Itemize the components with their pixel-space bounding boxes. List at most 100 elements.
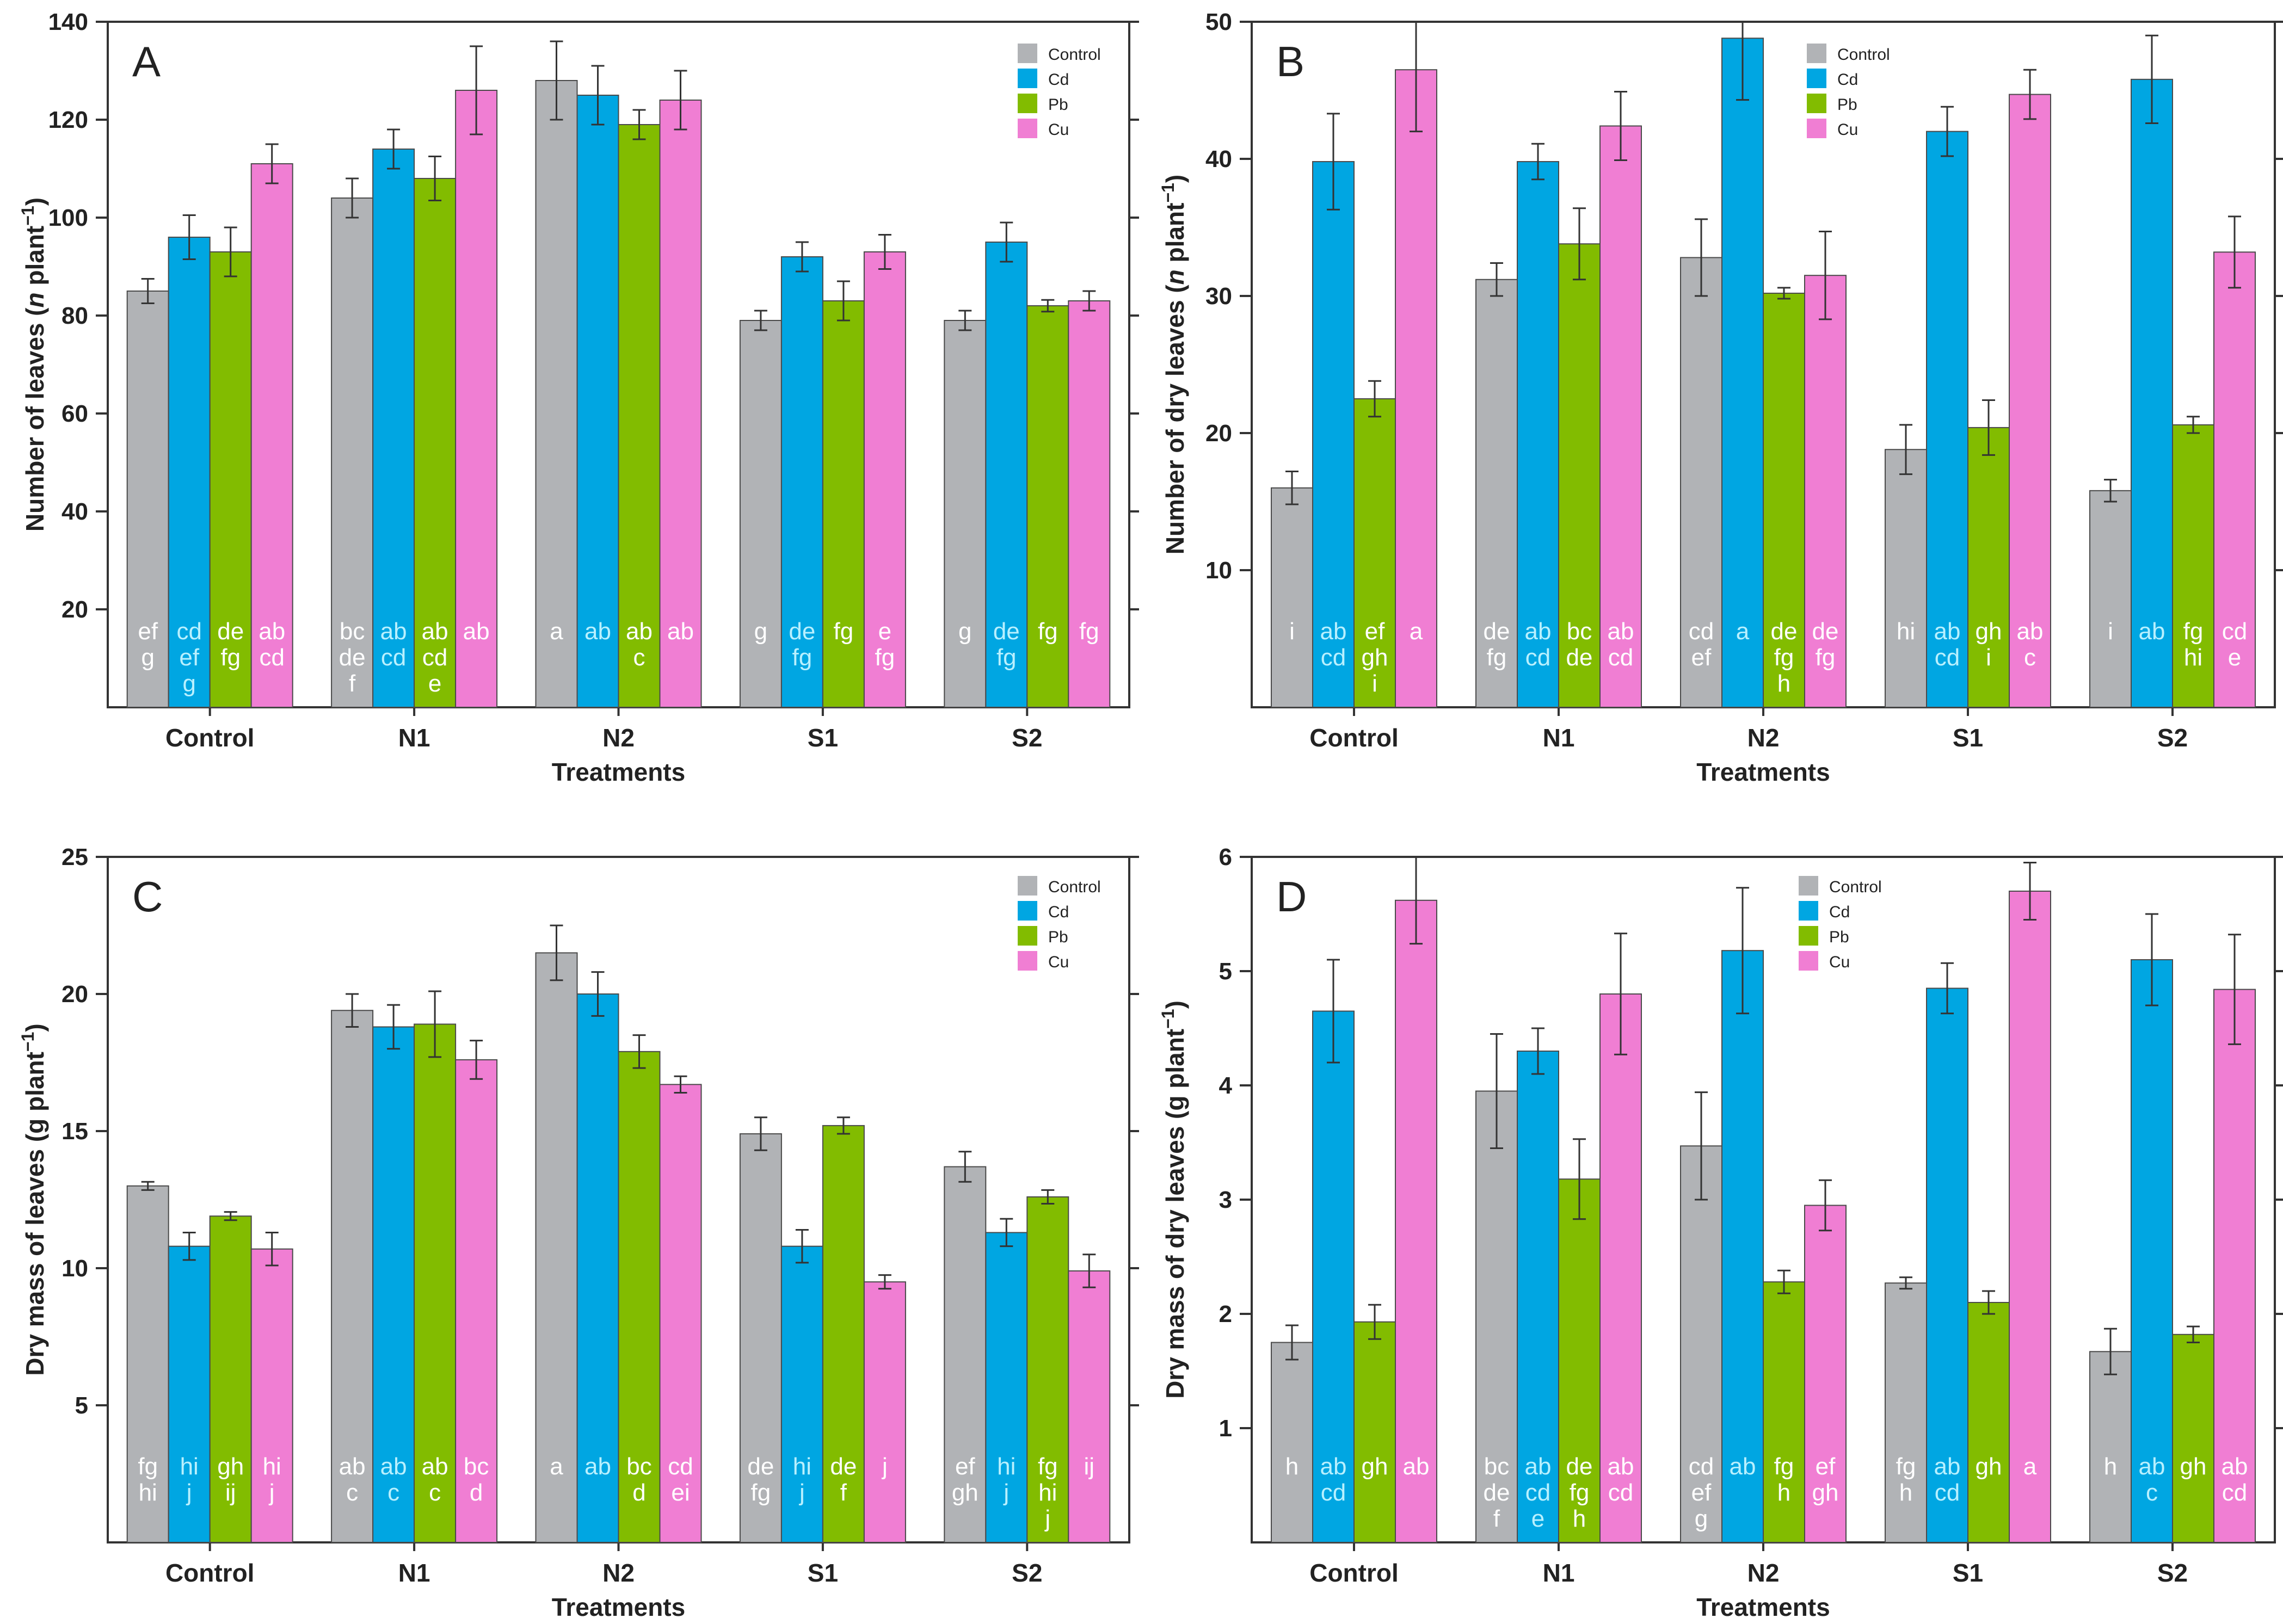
legend-label: Cu — [1048, 953, 1069, 971]
significance-label: cd — [1935, 644, 1960, 671]
significance-label: cd — [668, 1453, 693, 1480]
legend: Control Cd Pb Cu — [1018, 44, 1101, 139]
significance-label: de — [217, 618, 244, 645]
y-axis-title-part: Number of dry leaves ( — [1161, 285, 1189, 555]
bar — [863, 1281, 906, 1543]
legend-swatch — [1799, 951, 1818, 971]
legend-label: Cd — [1048, 903, 1069, 921]
significance-label: ef — [1365, 618, 1385, 645]
significance-label: bc — [626, 1453, 651, 1480]
y-axis-title-part: n — [1161, 269, 1189, 285]
significance-label: cd — [259, 644, 284, 671]
significance-label: ab — [1608, 1453, 1634, 1480]
significance-label: gh — [1812, 1479, 1839, 1506]
y-tick-label: 120 — [48, 107, 88, 133]
panel-a: 20406080100120140Controlefgcdefgdefgabcd… — [18, 9, 1139, 786]
significance-label: ab — [380, 1453, 407, 1480]
significance-label: fg — [1896, 1453, 1916, 1480]
significance-label: hi — [2184, 644, 2202, 671]
significance-label: ab — [2222, 1453, 2248, 1480]
significance-label: ab — [2139, 1453, 2165, 1480]
y-axis-title-part: −1 — [18, 206, 38, 225]
significance-label: fg — [834, 618, 854, 645]
significance-label: ab — [339, 1453, 366, 1480]
significance-label: hi — [793, 1453, 811, 1480]
bar — [1885, 1282, 1927, 1543]
x-axis-title: Treatments — [1696, 758, 1830, 786]
significance-label: g — [141, 644, 154, 671]
y-tick-label: 100 — [48, 205, 88, 231]
significance-label: cd — [2222, 1479, 2247, 1506]
x-tick-label: Control — [165, 1559, 255, 1587]
bar — [618, 1051, 661, 1543]
significance-label: cd — [1608, 644, 1633, 671]
legend-label: Pb — [1829, 928, 1849, 946]
significance-label: h — [1285, 1453, 1299, 1480]
x-axis-title: Treatments — [552, 758, 685, 786]
significance-label: j — [186, 1479, 192, 1506]
significance-label: j — [268, 1479, 275, 1506]
bar — [780, 1245, 823, 1543]
legend-label: Control — [1837, 46, 1890, 64]
bar — [1967, 1302, 2010, 1543]
y-axis-title-part: −1 — [18, 1032, 38, 1052]
bar — [1475, 1090, 1518, 1543]
bar — [535, 952, 578, 1543]
significance-label: f — [349, 670, 356, 697]
significance-label: a — [2023, 1453, 2037, 1480]
y-axis-title-part: ) — [21, 1023, 49, 1032]
legend-swatch — [1799, 901, 1818, 921]
bar — [1721, 38, 1764, 708]
significance-label: e — [1531, 1505, 1544, 1532]
significance-label: j — [798, 1479, 805, 1506]
significance-label: de — [1771, 618, 1798, 645]
bar — [1885, 449, 1927, 708]
legend-label: Cd — [1829, 903, 1850, 921]
legend-swatch — [1799, 926, 1818, 946]
x-tick-label: N2 — [1747, 724, 1780, 752]
x-tick-label: S1 — [808, 1559, 838, 1587]
y-tick-label: 40 — [1205, 146, 1232, 172]
significance-label: e — [878, 618, 891, 645]
y-axis-title: Dry mass of dry leaves (g plant−1) — [1158, 1001, 1189, 1399]
significance-label: ab — [1320, 618, 1347, 645]
significance-label: fg — [751, 1479, 771, 1506]
bar — [168, 237, 211, 708]
legend-label: Control — [1048, 46, 1101, 64]
y-axis-title-part: plant — [21, 226, 49, 293]
significance-label: h — [1899, 1479, 1912, 1506]
bar — [1517, 161, 1559, 708]
x-tick-label: Control — [165, 724, 255, 752]
bar — [1721, 950, 1764, 1543]
bar — [331, 1010, 374, 1543]
legend-swatch — [1018, 94, 1037, 113]
bar — [209, 251, 252, 708]
significance-label: hi — [263, 1453, 281, 1480]
legend-label: Pb — [1837, 96, 1857, 114]
significance-label: h — [1573, 1505, 1586, 1532]
significance-label: hi — [1897, 618, 1915, 645]
legend-label: Pb — [1048, 96, 1068, 114]
bar — [1763, 1281, 1805, 1543]
significance-label: ab — [2017, 618, 2044, 645]
bar — [780, 256, 823, 708]
x-tick-label: S2 — [2157, 1559, 2188, 1587]
significance-label: ab — [626, 618, 653, 645]
x-tick-label: S1 — [1953, 1559, 1983, 1587]
y-tick-label: 4 — [1219, 1072, 1233, 1099]
significance-label: cd — [1689, 618, 1714, 645]
significance-label: c — [2146, 1479, 2158, 1506]
y-tick-label: 2 — [1219, 1301, 1232, 1327]
significance-label: ab — [422, 618, 448, 645]
significance-label: de — [1484, 618, 1510, 645]
significance-label: gh — [217, 1453, 244, 1480]
bar — [2213, 989, 2256, 1543]
significance-label: hi — [997, 1453, 1016, 1480]
bar — [739, 1133, 782, 1543]
y-tick-label: 140 — [48, 9, 88, 35]
significance-label: cd — [1689, 1453, 1714, 1480]
significance-label: hi — [139, 1479, 157, 1506]
y-tick-label: 80 — [61, 302, 88, 329]
